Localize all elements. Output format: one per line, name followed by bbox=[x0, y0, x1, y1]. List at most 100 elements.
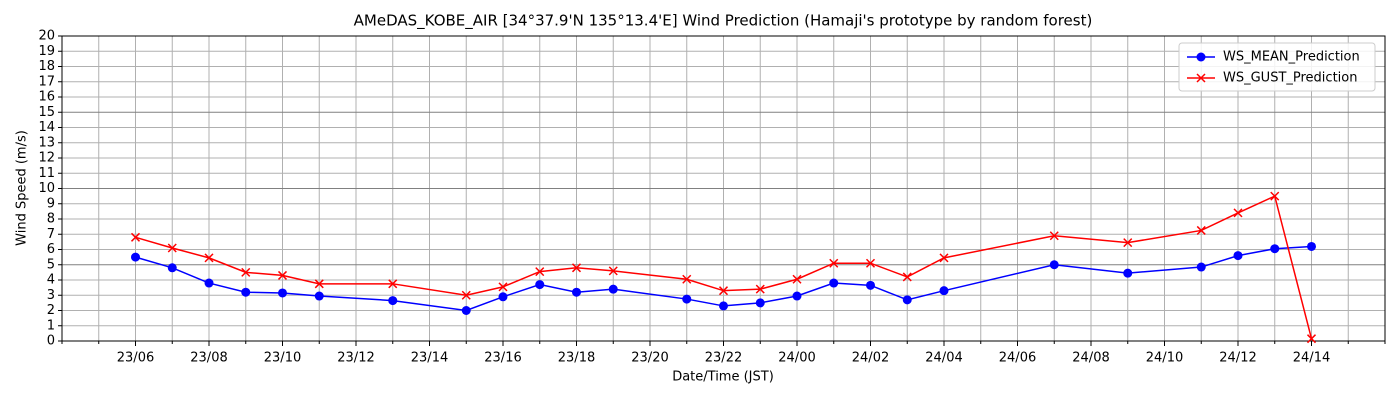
marker bbox=[865, 258, 876, 268]
y-tick-label: 14 bbox=[38, 120, 55, 135]
marker bbox=[1307, 241, 1316, 251]
x-tick-label: 24/02 bbox=[852, 351, 889, 366]
y-tick-label: 3 bbox=[47, 288, 55, 303]
marker bbox=[1123, 238, 1133, 248]
marker bbox=[608, 266, 618, 276]
marker bbox=[829, 258, 839, 268]
y-axis-label: Wind Speed (m/s) bbox=[15, 130, 30, 246]
marker bbox=[1270, 191, 1280, 201]
legend-marker bbox=[1196, 52, 1206, 62]
y-tick-label: 17 bbox=[38, 74, 55, 89]
marker bbox=[498, 292, 508, 302]
marker bbox=[572, 287, 581, 297]
y-tick-label: 18 bbox=[38, 59, 55, 74]
x-tick-label: 24/06 bbox=[999, 351, 1036, 366]
marker bbox=[1270, 244, 1280, 254]
marker bbox=[130, 232, 141, 242]
marker bbox=[388, 279, 398, 289]
marker bbox=[277, 270, 288, 280]
marker bbox=[719, 301, 728, 311]
marker bbox=[388, 296, 398, 306]
marker bbox=[682, 274, 692, 284]
marker bbox=[204, 253, 214, 263]
series-line bbox=[135, 245, 1312, 312]
y-tick-label: 2 bbox=[47, 303, 55, 318]
marker bbox=[461, 306, 471, 315]
marker bbox=[755, 298, 765, 308]
marker bbox=[939, 286, 949, 296]
y-tick-label: 4 bbox=[47, 273, 55, 288]
marker bbox=[535, 280, 545, 290]
marker bbox=[718, 286, 729, 296]
x-tick-label: 24/04 bbox=[925, 351, 962, 366]
x-tick-label: 24/14 bbox=[1293, 351, 1330, 366]
x-tick-label: 23/06 bbox=[117, 351, 154, 366]
marker bbox=[866, 280, 875, 290]
marker bbox=[755, 284, 765, 294]
marker bbox=[608, 284, 618, 294]
marker bbox=[571, 263, 582, 273]
marker bbox=[902, 272, 912, 282]
marker bbox=[792, 274, 802, 284]
y-tick-label: 5 bbox=[47, 257, 55, 272]
y-tick-label: 16 bbox=[38, 90, 55, 105]
legend-label: WS_GUST_Prediction bbox=[1223, 71, 1357, 86]
x-tick-label: 23/18 bbox=[558, 351, 595, 366]
marker bbox=[167, 243, 177, 253]
y-tick-label: 10 bbox=[38, 181, 55, 196]
marker bbox=[535, 267, 545, 277]
marker bbox=[1049, 260, 1059, 270]
marker bbox=[241, 267, 251, 277]
marker bbox=[902, 295, 912, 305]
marker bbox=[1306, 334, 1317, 344]
y-tick-label: 20 bbox=[38, 29, 55, 44]
legend-marker bbox=[1196, 73, 1206, 83]
x-tick-label: 24/12 bbox=[1219, 351, 1256, 366]
x-tick-label: 23/14 bbox=[411, 351, 448, 366]
marker bbox=[1049, 231, 1059, 241]
plot-frame bbox=[61, 35, 1386, 342]
marker bbox=[498, 282, 508, 292]
y-tick-label: 13 bbox=[38, 135, 55, 150]
marker bbox=[461, 290, 471, 300]
marker bbox=[278, 288, 287, 298]
series-line bbox=[135, 195, 1313, 339]
marker bbox=[204, 278, 214, 288]
marker bbox=[131, 252, 140, 262]
marker bbox=[792, 291, 802, 301]
y-tick-label: 12 bbox=[38, 151, 55, 166]
x-tick-label: 23/10 bbox=[264, 351, 301, 366]
y-tick-label: 7 bbox=[47, 227, 55, 242]
legend-label: WS_MEAN_Prediction bbox=[1223, 50, 1360, 65]
x-tick-label: 24/08 bbox=[1072, 351, 1109, 366]
marker bbox=[829, 278, 839, 288]
marker bbox=[682, 294, 692, 304]
x-tick-label: 24/10 bbox=[1146, 351, 1183, 366]
y-tick-label: 0 bbox=[47, 334, 55, 349]
x-tick-label: 23/22 bbox=[705, 351, 742, 366]
marker bbox=[1196, 262, 1206, 272]
marker bbox=[1123, 268, 1133, 278]
marker bbox=[939, 253, 949, 263]
y-tick-label: 15 bbox=[38, 105, 55, 120]
y-tick-label: 9 bbox=[47, 196, 55, 211]
x-tick-label: 23/08 bbox=[190, 351, 227, 366]
marker bbox=[314, 291, 324, 301]
marker bbox=[1233, 251, 1243, 261]
legend-box bbox=[1178, 42, 1376, 92]
x-tick-label: 23/16 bbox=[484, 351, 521, 366]
x-tick-label: 23/20 bbox=[631, 351, 668, 366]
x-axis-label: Date/Time (JST) bbox=[672, 370, 774, 385]
x-tick-label: 24/00 bbox=[778, 351, 815, 366]
y-tick-label: 11 bbox=[38, 166, 55, 181]
y-tick-label: 6 bbox=[47, 242, 55, 257]
y-tick-label: 1 bbox=[47, 318, 55, 333]
chart-title: AMeDAS_KOBE_AIR [34°37.9'N 135°13.4'E] W… bbox=[354, 12, 1093, 31]
y-tick-label: 19 bbox=[38, 44, 55, 59]
marker bbox=[1196, 225, 1206, 235]
marker bbox=[1233, 208, 1243, 218]
marker bbox=[314, 279, 324, 289]
marker bbox=[241, 287, 251, 297]
x-tick-label: 23/12 bbox=[337, 351, 374, 366]
